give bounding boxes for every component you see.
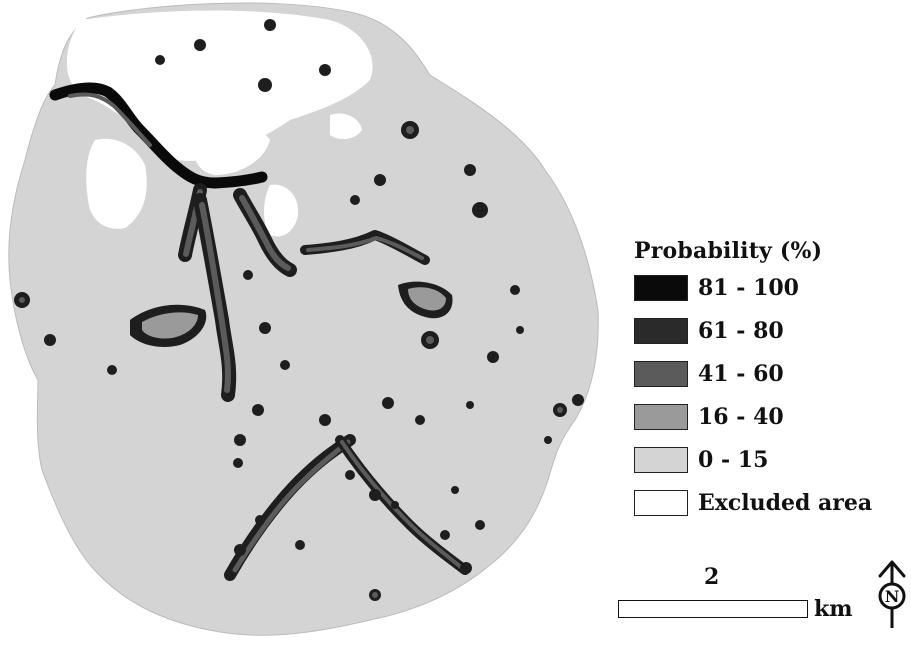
scale-distance: 2 <box>704 564 720 590</box>
legend-item: 41 - 60 <box>634 360 904 388</box>
legend-label: 0 - 15 <box>698 447 769 473</box>
study-area-boundary <box>8 2 599 636</box>
legend-swatch <box>634 490 688 516</box>
medium-probability-corridors <box>178 183 430 402</box>
legend-swatch <box>634 447 688 473</box>
high-probability-corridor <box>49 82 268 189</box>
legend-swatch <box>634 361 688 387</box>
scale-unit: km <box>814 596 853 622</box>
north-letter: N <box>885 587 900 606</box>
excluded-areas <box>66 10 373 237</box>
patch-east <box>398 281 453 319</box>
patch-west <box>130 304 207 347</box>
probability-map <box>8 2 599 636</box>
legend-item: Excluded area <box>634 489 904 517</box>
legend-label: 61 - 80 <box>698 318 784 344</box>
scale-bar-rectangle <box>618 600 808 618</box>
legend-item: 61 - 80 <box>634 317 904 345</box>
scale-bar: 2 km <box>618 564 868 622</box>
north-arrow-icon: N <box>878 560 906 628</box>
legend-item: 81 - 100 <box>634 274 904 302</box>
legend-label: 41 - 60 <box>698 361 784 387</box>
legend-swatch <box>634 275 688 301</box>
legend-label: Excluded area <box>698 490 873 516</box>
scattered-patches <box>14 19 584 601</box>
legend-swatch <box>634 318 688 344</box>
legend-swatch <box>634 404 688 430</box>
southern-corridor <box>224 434 470 581</box>
legend-item: 0 - 15 <box>634 446 904 474</box>
legend-label: 16 - 40 <box>698 404 784 430</box>
legend-items: 81 - 100 61 - 80 41 - 60 16 - 40 0 - 15 Exclu… <box>634 274 904 517</box>
scattered-patches-mid <box>19 126 563 598</box>
legend: Probability (%) 81 - 100 61 - 80 41 - 60 16… <box>634 238 904 532</box>
legend-item: 16 - 40 <box>634 403 904 431</box>
legend-title: Probability (%) <box>634 238 823 264</box>
legend-label: 81 - 100 <box>698 275 799 301</box>
